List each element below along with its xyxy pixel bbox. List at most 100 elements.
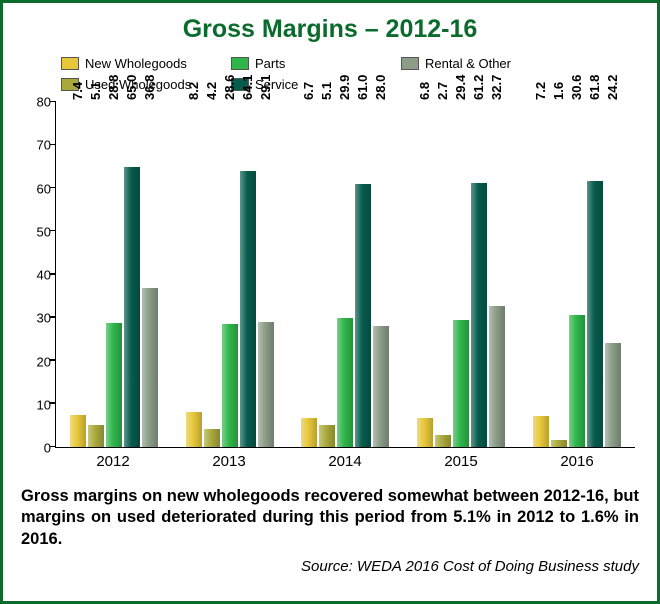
bar-wrap: 8.2 (186, 102, 202, 447)
bar-wrap: 7.4 (70, 102, 86, 447)
chart-area: 01020304050607080 7.45.128.865.036.88.24… (21, 102, 639, 472)
y-tick-mark (50, 446, 56, 448)
bar-value-label: 36.8 (142, 75, 157, 100)
bar-used (204, 429, 220, 447)
bar-parts (106, 323, 122, 447)
bar-used (319, 425, 335, 447)
chart-title: Gross Margins – 2012-16 (21, 15, 639, 44)
bar-value-label: 29.1 (258, 75, 273, 100)
bar-wrap: 1.6 (551, 102, 567, 447)
bar-wrap: 4.2 (204, 102, 220, 447)
y-tick-label: 80 (37, 95, 51, 110)
bar-wrap: 28.6 (222, 102, 238, 447)
bar-new (533, 416, 549, 447)
bar-value-label: 28.0 (373, 75, 388, 100)
y-tick-label: 60 (37, 181, 51, 196)
bar-group: 6.82.729.461.232.7 (403, 102, 519, 447)
legend-label: New Wholegoods (85, 56, 187, 71)
bar-wrap: 5.1 (319, 102, 335, 447)
y-tick-label: 70 (37, 138, 51, 153)
bar-service (124, 167, 140, 447)
y-tick-mark (50, 230, 56, 232)
legend-item: Rental & Other (401, 56, 551, 71)
legend-label: Rental & Other (425, 56, 511, 71)
bar-new (186, 412, 202, 447)
bar-new (301, 418, 317, 447)
y-tick-label: 50 (37, 224, 51, 239)
bar-groups: 7.45.128.865.036.88.24.228.664.129.16.75… (56, 102, 635, 447)
x-tick-label: 2016 (519, 450, 635, 472)
y-tick-mark (50, 273, 56, 275)
y-tick-mark (50, 187, 56, 189)
y-tick-label: 40 (37, 268, 51, 283)
legend-item: New Wholegoods (61, 56, 211, 71)
bar-value-label: 28.6 (222, 75, 237, 100)
bar-wrap: 61.8 (587, 102, 603, 447)
bar-group: 7.21.630.661.824.2 (519, 102, 635, 447)
bar-value-label: 1.6 (551, 82, 566, 100)
legend-label: Parts (255, 56, 285, 71)
bar-wrap: 29.4 (453, 102, 469, 447)
bar-used (435, 435, 451, 447)
y-tick-label: 0 (44, 441, 51, 456)
bar-value-label: 7.2 (533, 82, 548, 100)
y-tick-label: 20 (37, 354, 51, 369)
bar-value-label: 64.1 (240, 75, 255, 100)
bar-value-label: 32.7 (489, 75, 504, 100)
chart-frame: Gross Margins – 2012-16 New Wholegoods Pa… (0, 0, 660, 604)
source-text: Source: WEDA 2016 Cost of Doing Business… (21, 558, 639, 575)
bar-value-label: 30.6 (569, 75, 584, 100)
bar-wrap: 6.7 (301, 102, 317, 447)
y-axis: 01020304050607080 (21, 102, 55, 448)
bar-value-label: 7.4 (70, 82, 85, 100)
bar-value-label: 28.8 (106, 75, 121, 100)
bar-wrap: 36.8 (142, 102, 158, 447)
bar-wrap: 61.0 (355, 102, 371, 447)
bar-service (355, 184, 371, 447)
legend-item: Parts (231, 56, 381, 71)
bar-used (551, 440, 567, 447)
bar-new (70, 415, 86, 447)
bar-wrap: 6.8 (417, 102, 433, 447)
bar-rental (258, 322, 274, 447)
bar-value-label: 29.9 (337, 75, 352, 100)
bar-wrap: 32.7 (489, 102, 505, 447)
bar-parts (222, 324, 238, 447)
bar-wrap: 29.1 (258, 102, 274, 447)
bar-rental (489, 306, 505, 447)
x-tick-label: 2012 (55, 450, 171, 472)
bar-value-label: 61.0 (355, 75, 370, 100)
bar-value-label: 6.8 (417, 82, 432, 100)
bar-value-label: 61.8 (587, 75, 602, 100)
bar-parts (569, 315, 585, 447)
x-tick-label: 2013 (171, 450, 287, 472)
plot-area: 7.45.128.865.036.88.24.228.664.129.16.75… (55, 102, 635, 448)
bar-service (587, 181, 603, 448)
bar-value-label: 65.0 (124, 75, 139, 100)
bar-rental (373, 326, 389, 447)
bar-parts (337, 318, 353, 447)
bar-wrap: 24.2 (605, 102, 621, 447)
caption-text: Gross margins on new wholegoods recovere… (21, 486, 639, 550)
bar-group: 8.24.228.664.129.1 (172, 102, 288, 447)
bar-value-label: 4.2 (204, 82, 219, 100)
bar-value-label: 24.2 (605, 75, 620, 100)
bar-wrap: 61.2 (471, 102, 487, 447)
bar-value-label: 2.7 (435, 82, 450, 100)
y-tick-mark (50, 316, 56, 318)
bar-rental (605, 343, 621, 447)
y-tick-mark (50, 144, 56, 146)
bar-wrap: 30.6 (569, 102, 585, 447)
bar-value-label: 61.2 (471, 75, 486, 100)
bar-wrap: 65.0 (124, 102, 140, 447)
bar-service (240, 171, 256, 447)
bar-new (417, 418, 433, 447)
y-tick-mark (50, 359, 56, 361)
bar-rental (142, 288, 158, 447)
bar-value-label: 6.7 (301, 82, 316, 100)
y-tick-label: 30 (37, 311, 51, 326)
bar-value-label: 29.4 (453, 75, 468, 100)
bar-used (88, 425, 104, 447)
bar-wrap: 2.7 (435, 102, 451, 447)
bar-wrap: 28.8 (106, 102, 122, 447)
